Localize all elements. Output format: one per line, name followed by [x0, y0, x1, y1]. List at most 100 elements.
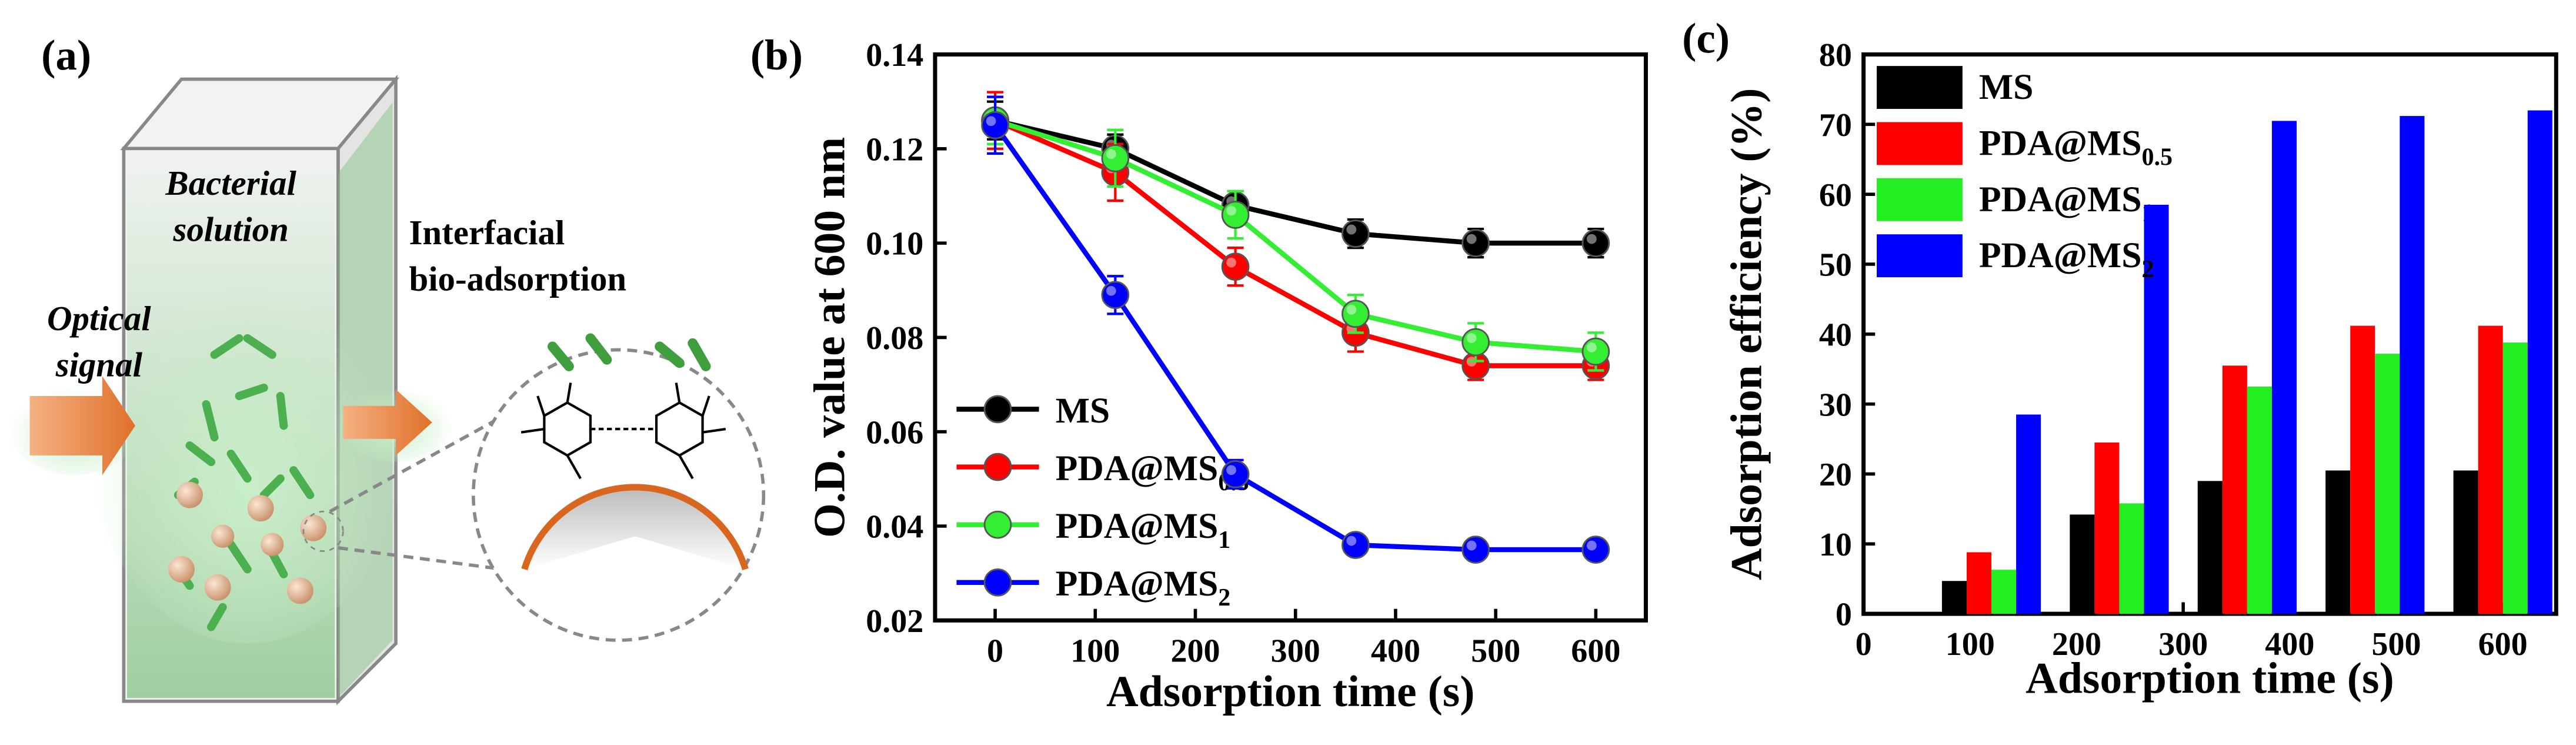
bar: [2016, 414, 2041, 614]
legend-swatch: [1877, 122, 1963, 165]
bar: [2527, 110, 2552, 614]
illustration: [8, 74, 766, 706]
legend-label: PDA@MS2: [1056, 564, 1231, 611]
bar: [2197, 481, 2223, 614]
series-line: [994, 118, 1596, 354]
bar: [2094, 442, 2120, 614]
series-line: [994, 118, 1596, 368]
legend-label: PDA@MS1: [1979, 179, 2154, 227]
illustration-label: solution: [172, 210, 288, 248]
bar: [2502, 342, 2528, 614]
bar: [2350, 325, 2375, 614]
legend-label: PDA@MS2: [1979, 235, 2154, 283]
x-tick-label: 500: [1471, 633, 1520, 669]
marker-highlight: [1346, 224, 1357, 235]
bar: [1991, 570, 2017, 614]
marker-highlight: [1586, 342, 1597, 352]
legend-swatch: [1877, 66, 1963, 109]
illustration-label: Bacterial: [165, 164, 296, 202]
marker: [1461, 328, 1490, 357]
bar: [2325, 470, 2351, 614]
bar: [2247, 386, 2272, 614]
y-tick-label: 0.08: [866, 320, 923, 357]
marker-highlight: [986, 116, 996, 127]
y-tick-label: 0.04: [866, 509, 923, 546]
x-tick-label: 400: [1371, 633, 1420, 669]
marker: [981, 111, 1009, 139]
x-tick-label: 600: [2478, 626, 2528, 663]
x-tick-label: 200: [2052, 626, 2101, 663]
legend-swatch: [1877, 234, 1963, 278]
marker-highlight: [1106, 285, 1116, 296]
y-tick-label: 60: [1819, 177, 1852, 214]
bar: [2144, 204, 2169, 614]
marker: [1342, 219, 1370, 248]
legend-label: MS: [1056, 391, 1110, 431]
y-tick-label: 0.02: [866, 603, 923, 640]
bar: [1941, 581, 1967, 614]
marker: [1342, 531, 1370, 559]
marker: [1101, 281, 1130, 310]
bar: [2478, 325, 2503, 614]
marker: [1221, 201, 1250, 229]
marker-highlight: [1466, 234, 1477, 244]
y-axis-label: Adsorption efficiency (%): [1723, 88, 1771, 580]
marker-highlight: [1466, 540, 1477, 551]
marker-highlight: [1106, 149, 1116, 159]
marker-highlight: [1346, 536, 1357, 546]
bar: [2453, 470, 2478, 614]
x-tick-label: 300: [1271, 633, 1320, 669]
x-tick-label: 500: [2371, 626, 2421, 663]
illustration-label: signal: [55, 345, 143, 384]
legend-marker: [983, 510, 1012, 539]
bar: [2271, 121, 2297, 614]
marker-highlight: [1226, 465, 1236, 475]
marker-highlight: [1586, 234, 1597, 244]
legend-marker: [983, 568, 1012, 597]
marker-highlight: [1346, 304, 1357, 315]
legend-label: MS: [1979, 67, 2034, 107]
x-tick-label: 600: [1571, 633, 1620, 669]
y-tick-label: 20: [1819, 457, 1852, 493]
x-tick-label: 100: [1946, 626, 1995, 663]
marker-highlight: [1226, 257, 1236, 268]
panel-label: (c): [1682, 15, 1730, 62]
x-tick-label: 0: [1856, 626, 1872, 663]
panel-label: (b): [750, 31, 803, 79]
y-tick-label: 0.10: [866, 226, 923, 262]
x-tick-label: 300: [2158, 626, 2208, 663]
series-line: [993, 124, 1596, 553]
marker: [1221, 252, 1250, 281]
marker: [1101, 144, 1130, 172]
bar: [2375, 354, 2400, 614]
marker: [1581, 337, 1610, 366]
marker: [1342, 300, 1370, 328]
legend-marker: [983, 453, 1012, 481]
marker: [1581, 229, 1610, 257]
series-line: [995, 118, 1596, 246]
y-tick-label: 0.06: [866, 414, 923, 451]
marker-highlight: [1586, 540, 1597, 551]
legend-label: PDA@MS0.5: [1979, 124, 2173, 171]
y-tick-label: 40: [1819, 317, 1852, 353]
x-axis-label: Adsorption time (s): [2026, 654, 2394, 703]
y-tick-label: 80: [1819, 37, 1852, 74]
legend-label: PDA@MS0.5: [1056, 448, 1249, 496]
bar: [1966, 552, 1992, 614]
legend-marker: [983, 395, 1012, 424]
legend-swatch: [1877, 178, 1963, 221]
legend-label: PDA@MS1: [1056, 506, 1231, 554]
y-tick-label: 0.14: [866, 37, 923, 74]
bar: [2400, 116, 2425, 614]
x-tick-label: 100: [1070, 633, 1120, 669]
marker: [1581, 536, 1610, 564]
y-tick-label: 0: [1836, 597, 1852, 633]
y-tick-label: 0.12: [866, 131, 923, 168]
marker: [1461, 536, 1490, 564]
x-tick-label: 200: [1170, 633, 1220, 669]
bar: [2119, 503, 2144, 614]
y-tick-label: 70: [1819, 107, 1852, 144]
panel-label: (a): [41, 31, 91, 79]
